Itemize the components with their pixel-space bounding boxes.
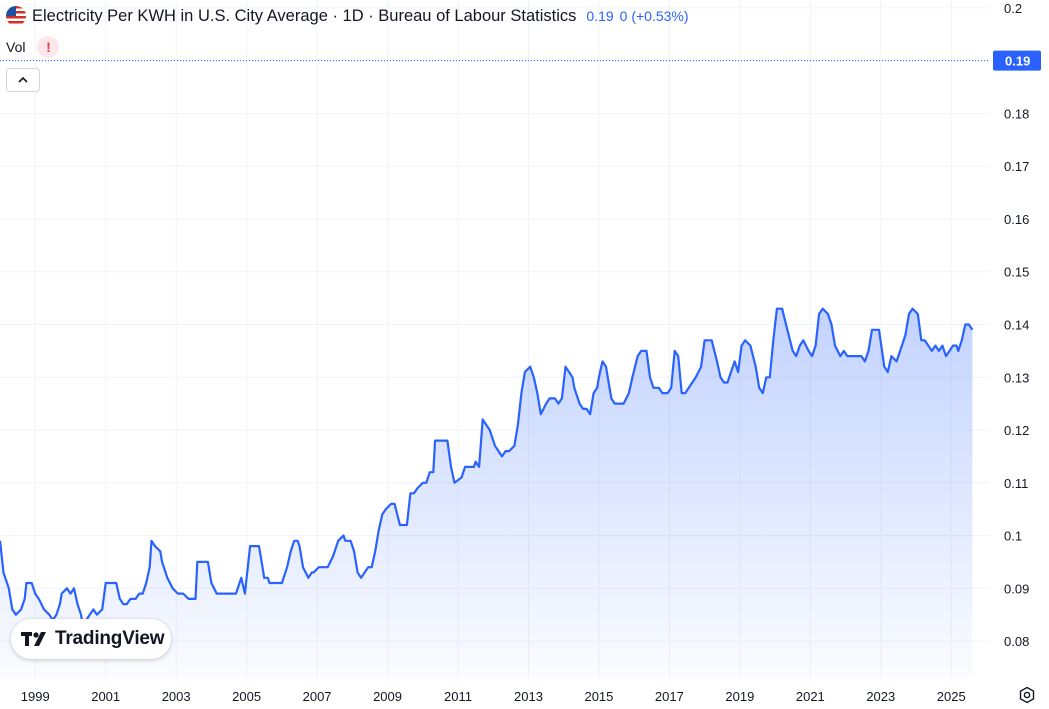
x-tick-label: 2011 xyxy=(444,689,472,704)
x-tick-label: 2005 xyxy=(232,689,261,704)
symbol-title[interactable]: Electricity Per KWH in U.S. City Average… xyxy=(32,6,577,25)
settings-gear-icon[interactable] xyxy=(1018,686,1036,704)
vol-label: Vol xyxy=(6,39,26,55)
y-tick-label: 0.2 xyxy=(1004,1,1022,16)
x-tick-label: 2001 xyxy=(91,689,120,704)
price-line xyxy=(0,307,974,627)
x-tick-label: 1999 xyxy=(21,689,50,704)
x-tick-label: 2015 xyxy=(584,689,613,704)
legend-change: 0 (+0.53%) xyxy=(619,8,689,24)
volume-indicator[interactable]: Vol ! xyxy=(6,36,60,58)
logo-text: TradingView xyxy=(55,628,165,649)
y-tick-label: 0.16 xyxy=(1004,212,1029,227)
last-price-badge: 0.19 xyxy=(993,50,1041,71)
y-tick-label: 0.18 xyxy=(1004,106,1029,121)
x-tick-label: 2003 xyxy=(162,689,191,704)
chart-legend: Electricity Per KWH in U.S. City Average… xyxy=(6,6,689,26)
warning-icon[interactable]: ! xyxy=(37,36,60,58)
us-flag-icon xyxy=(6,6,26,26)
y-tick-label: 0.13 xyxy=(1004,370,1029,385)
collapse-legend-button[interactable] xyxy=(6,68,40,92)
chevron-up-icon xyxy=(18,76,28,83)
x-tick-label: 2021 xyxy=(796,689,825,704)
x-tick-label: 2019 xyxy=(725,689,754,704)
x-axis[interactable]: 1999 2001 2003 2005 2007 2009 2011 2013 2015 2017… xyxy=(21,689,966,704)
y-axis[interactable]: 0.08 0.09 0.1 0.11 0.12 0.13 0.14 0.15 0.16 0.17 0… xyxy=(1004,1,1029,649)
y-tick-label: 0.1 xyxy=(1004,529,1022,544)
y-tick-label: 0.08 xyxy=(1004,634,1029,649)
tradingview-logo[interactable]: TradingView xyxy=(11,619,171,659)
y-tick-label: 0.15 xyxy=(1004,265,1029,280)
y-tick-label: 0.14 xyxy=(1004,317,1029,332)
x-tick-label: 2017 xyxy=(655,689,684,704)
y-tick-label: 0.11 xyxy=(1004,476,1028,491)
x-tick-label: 2013 xyxy=(514,689,543,704)
x-tick-label: 2007 xyxy=(303,689,332,704)
x-tick-label: 2025 xyxy=(937,689,966,704)
last-price-label: 0.19 xyxy=(1005,54,1030,69)
area-fill xyxy=(0,308,973,678)
y-tick-label: 0.09 xyxy=(1004,581,1029,596)
y-tick-label: 0.12 xyxy=(1004,423,1029,438)
legend-price: 0.19 xyxy=(586,8,614,24)
x-tick-label: 2009 xyxy=(373,689,402,704)
x-tick-label: 2023 xyxy=(866,689,895,704)
tradingview-logo-icon xyxy=(21,632,46,646)
y-tick-label: 0.17 xyxy=(1004,159,1029,174)
